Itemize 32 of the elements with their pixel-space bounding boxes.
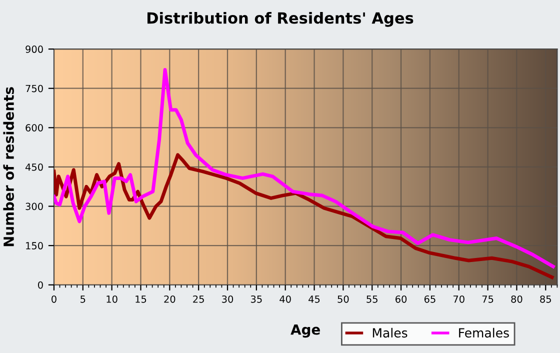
y-tick-label: 600 bbox=[26, 124, 43, 132]
x-tick-label: 65 bbox=[424, 295, 436, 303]
x-tick-label: 80 bbox=[511, 295, 522, 303]
legend-label: Males bbox=[372, 328, 408, 338]
x-tick-label: 5 bbox=[80, 296, 86, 303]
x-tick-label: 60 bbox=[396, 295, 407, 303]
x-tick-label: 15 bbox=[136, 296, 146, 303]
x-tick-label: 45 bbox=[308, 296, 320, 303]
y-tick-label: 150 bbox=[26, 242, 43, 250]
x-tick-label: 85 bbox=[540, 295, 551, 303]
y-tick-label: 750 bbox=[26, 84, 43, 92]
chart-title: Distribution of Residents' Ages bbox=[147, 12, 414, 27]
x-axis-title: Age bbox=[290, 324, 320, 338]
legend-label: Females bbox=[459, 328, 509, 338]
x-tick-label: 70 bbox=[453, 295, 464, 303]
x-tick-label: 0 bbox=[52, 295, 56, 303]
x-tick-label: 75 bbox=[482, 296, 494, 303]
y-tick-label: 900 bbox=[26, 46, 43, 53]
y-tick-label: 0 bbox=[38, 281, 43, 289]
x-tick-label: 55 bbox=[366, 296, 378, 303]
line-series bbox=[54, 153, 554, 280]
x-tick-label: 40 bbox=[280, 295, 291, 303]
x-tick-label: 10 bbox=[106, 295, 118, 303]
y-tick-label: 300 bbox=[26, 202, 43, 210]
x-tick-label: 25 bbox=[193, 295, 204, 303]
line-series bbox=[54, 68, 555, 268]
y-axis-title: Number of residents bbox=[3, 87, 14, 246]
x-tick-label: 35 bbox=[250, 295, 262, 303]
y-tick-label: 450 bbox=[25, 163, 43, 171]
x-tick-label: 50 bbox=[338, 295, 349, 303]
x-tick-label: 30 bbox=[222, 295, 234, 303]
x-tick-label: 20 bbox=[164, 295, 176, 303]
